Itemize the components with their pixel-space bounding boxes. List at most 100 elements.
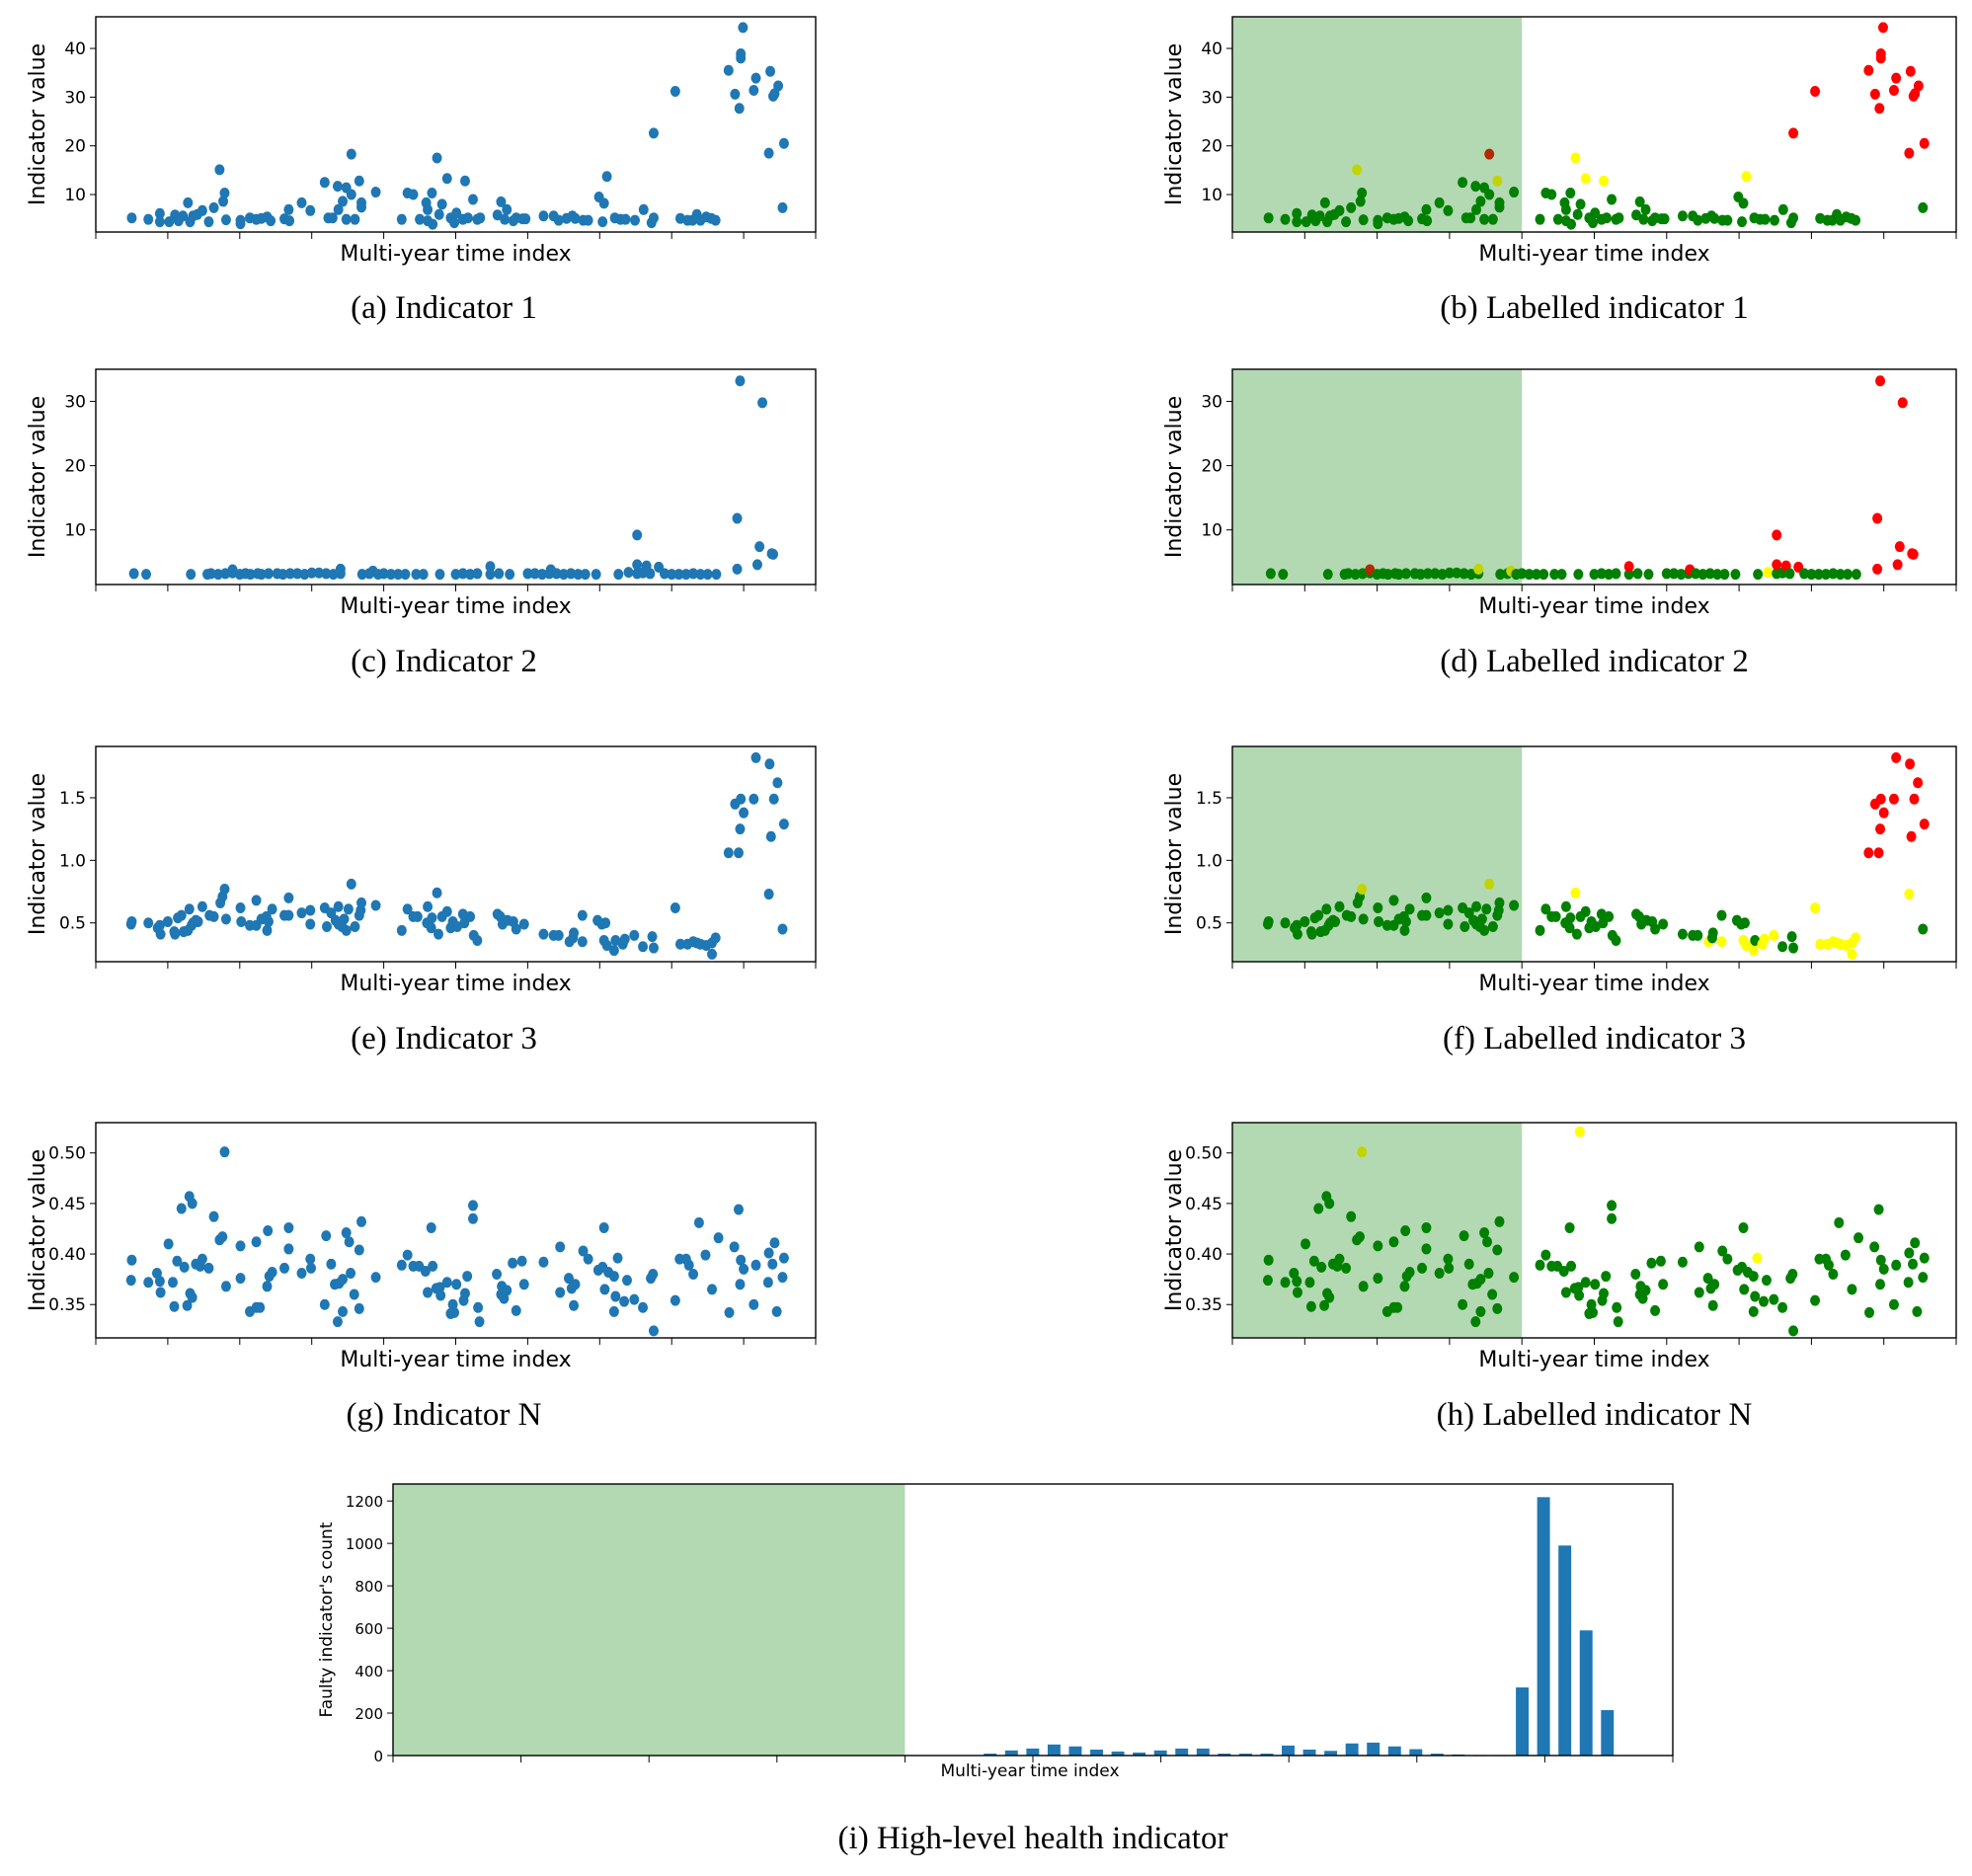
scatter-point bbox=[427, 188, 437, 199]
labelled-point bbox=[1358, 214, 1369, 226]
y-tick-label: 600 bbox=[355, 1620, 383, 1638]
labelled-point bbox=[1400, 568, 1411, 580]
scatter-point bbox=[475, 212, 486, 224]
labelled-point bbox=[1891, 751, 1902, 763]
labelled-point bbox=[1640, 203, 1651, 215]
labelled-point bbox=[1479, 213, 1490, 225]
labelled-point bbox=[1430, 568, 1441, 580]
scatter-point bbox=[598, 197, 609, 209]
y-axis-label: Indicator value bbox=[26, 396, 50, 558]
x-axis-label: Multi-year time index bbox=[340, 594, 571, 619]
labelled-point bbox=[1741, 940, 1752, 952]
x-axis-label: Multi-year time index bbox=[1478, 1348, 1709, 1372]
scatter-point bbox=[763, 889, 774, 900]
labelled-point bbox=[1759, 933, 1770, 945]
scatter-point bbox=[263, 568, 274, 580]
labelled-point bbox=[1677, 928, 1688, 940]
labelled-point bbox=[1564, 1221, 1575, 1233]
y-axis-label: Indicator value bbox=[1162, 43, 1187, 205]
scatter-point bbox=[734, 103, 745, 115]
scatter-point bbox=[186, 569, 197, 581]
labelled-point bbox=[1655, 1255, 1666, 1267]
bar bbox=[1047, 1744, 1061, 1756]
labelled-point bbox=[1638, 213, 1649, 225]
labelled-point bbox=[1535, 213, 1545, 225]
scatter-point bbox=[203, 216, 214, 228]
labelled-point bbox=[1787, 1269, 1798, 1281]
scatter-point bbox=[492, 209, 503, 221]
labelled-point bbox=[1465, 569, 1476, 581]
scatter-point bbox=[563, 1273, 574, 1285]
labelled-point bbox=[1400, 915, 1411, 927]
labelled-point bbox=[1777, 941, 1788, 953]
labelled-point bbox=[1421, 1221, 1432, 1233]
scatter-point bbox=[346, 878, 356, 890]
scatter-point bbox=[283, 1221, 294, 1233]
labelled-point bbox=[1417, 1262, 1428, 1274]
scatter-point bbox=[733, 847, 744, 859]
x-axis-label: Multi-year time index bbox=[340, 242, 571, 267]
bar bbox=[1153, 1750, 1167, 1756]
scatter-point bbox=[777, 201, 788, 213]
labelled-point bbox=[1566, 218, 1577, 230]
scatter-point bbox=[670, 85, 680, 97]
scatter-point bbox=[126, 212, 137, 224]
labelled-point bbox=[1265, 568, 1276, 580]
scatter-point bbox=[659, 568, 670, 580]
scatter-point bbox=[473, 1301, 484, 1313]
labelled-point bbox=[1719, 569, 1730, 581]
labelled-point bbox=[1471, 203, 1482, 215]
scatter-point bbox=[441, 173, 452, 185]
scatter-point bbox=[764, 758, 775, 770]
scatter-point bbox=[396, 924, 407, 936]
x-axis-label: Multi-year time index bbox=[340, 972, 571, 996]
scatter-point bbox=[511, 923, 521, 935]
labelled-point bbox=[1292, 207, 1302, 219]
labelled-point bbox=[1821, 569, 1832, 581]
scatter-point bbox=[197, 900, 207, 912]
labelled-point bbox=[1910, 1237, 1921, 1249]
labelled-point bbox=[1458, 177, 1468, 189]
scatter-point bbox=[502, 1285, 513, 1296]
scatter-point bbox=[217, 1231, 228, 1243]
labelled-point bbox=[1770, 214, 1780, 226]
scatter-point bbox=[707, 948, 718, 960]
scatter-point bbox=[749, 84, 759, 96]
scatter-point bbox=[168, 1277, 179, 1289]
scatter-point bbox=[356, 569, 367, 581]
scatter-point bbox=[733, 1204, 744, 1215]
bar bbox=[1345, 1743, 1359, 1756]
labelled-point bbox=[1509, 187, 1520, 198]
scatter-point bbox=[538, 928, 549, 940]
labelled-point bbox=[1358, 913, 1369, 925]
labelled-point bbox=[1565, 188, 1576, 199]
labelled-point bbox=[1382, 569, 1393, 581]
labelled-point bbox=[1586, 1298, 1597, 1310]
scatter-point bbox=[332, 1316, 343, 1328]
bar bbox=[1111, 1751, 1125, 1756]
scatter-point bbox=[432, 887, 442, 899]
bar bbox=[1282, 1745, 1295, 1756]
scatter-point bbox=[220, 214, 231, 226]
labelled-point bbox=[1392, 1301, 1403, 1313]
scatter-point bbox=[667, 569, 677, 581]
labelled-point bbox=[1760, 213, 1771, 225]
labelled-point bbox=[1912, 1305, 1923, 1317]
bar bbox=[1387, 1746, 1401, 1756]
labelled-point bbox=[1574, 1290, 1585, 1301]
labelled-point bbox=[1574, 1126, 1585, 1137]
labelled-point bbox=[1788, 127, 1799, 139]
labelled-point bbox=[1484, 878, 1495, 890]
labelled-point bbox=[1716, 909, 1727, 921]
labelled-point bbox=[1873, 847, 1884, 859]
labelled-point bbox=[1280, 917, 1291, 929]
scatter-point bbox=[179, 1261, 190, 1273]
labelled-point bbox=[1373, 1240, 1383, 1252]
scatter-point bbox=[205, 568, 216, 580]
y-tick-label: 20 bbox=[1201, 457, 1223, 477]
labelled-point bbox=[1278, 569, 1289, 581]
bar bbox=[984, 1754, 997, 1756]
labelled-point bbox=[1476, 913, 1487, 925]
labelled-point bbox=[1788, 1325, 1799, 1337]
